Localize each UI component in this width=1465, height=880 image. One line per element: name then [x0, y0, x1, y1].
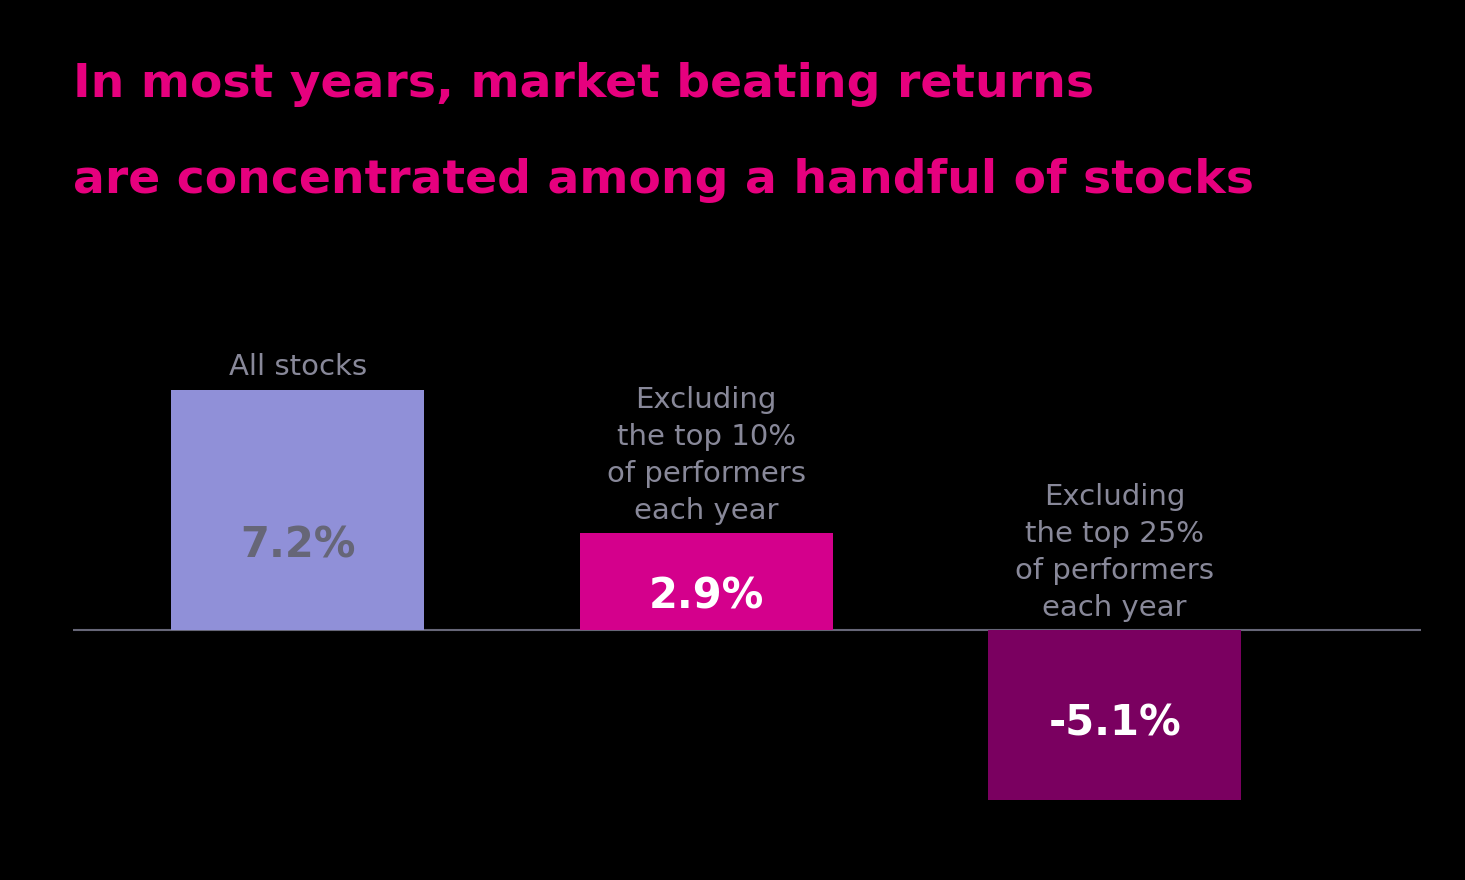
Bar — [171, 390, 425, 630]
Bar — [580, 533, 834, 630]
Bar — [987, 630, 1241, 800]
Text: 2.9%: 2.9% — [649, 575, 763, 617]
Text: -5.1%: -5.1% — [1049, 702, 1181, 744]
Text: In most years, market beating returns: In most years, market beating returns — [73, 62, 1094, 106]
Text: Excluding
the top 10%
of performers
each year: Excluding the top 10% of performers each… — [607, 386, 806, 524]
Text: are concentrated among a handful of stocks: are concentrated among a handful of stoc… — [73, 158, 1254, 203]
Text: 7.2%: 7.2% — [240, 524, 356, 567]
Text: All stocks: All stocks — [229, 354, 366, 381]
Text: Excluding
the top 25%
of performers
each year: Excluding the top 25% of performers each… — [1015, 483, 1214, 621]
